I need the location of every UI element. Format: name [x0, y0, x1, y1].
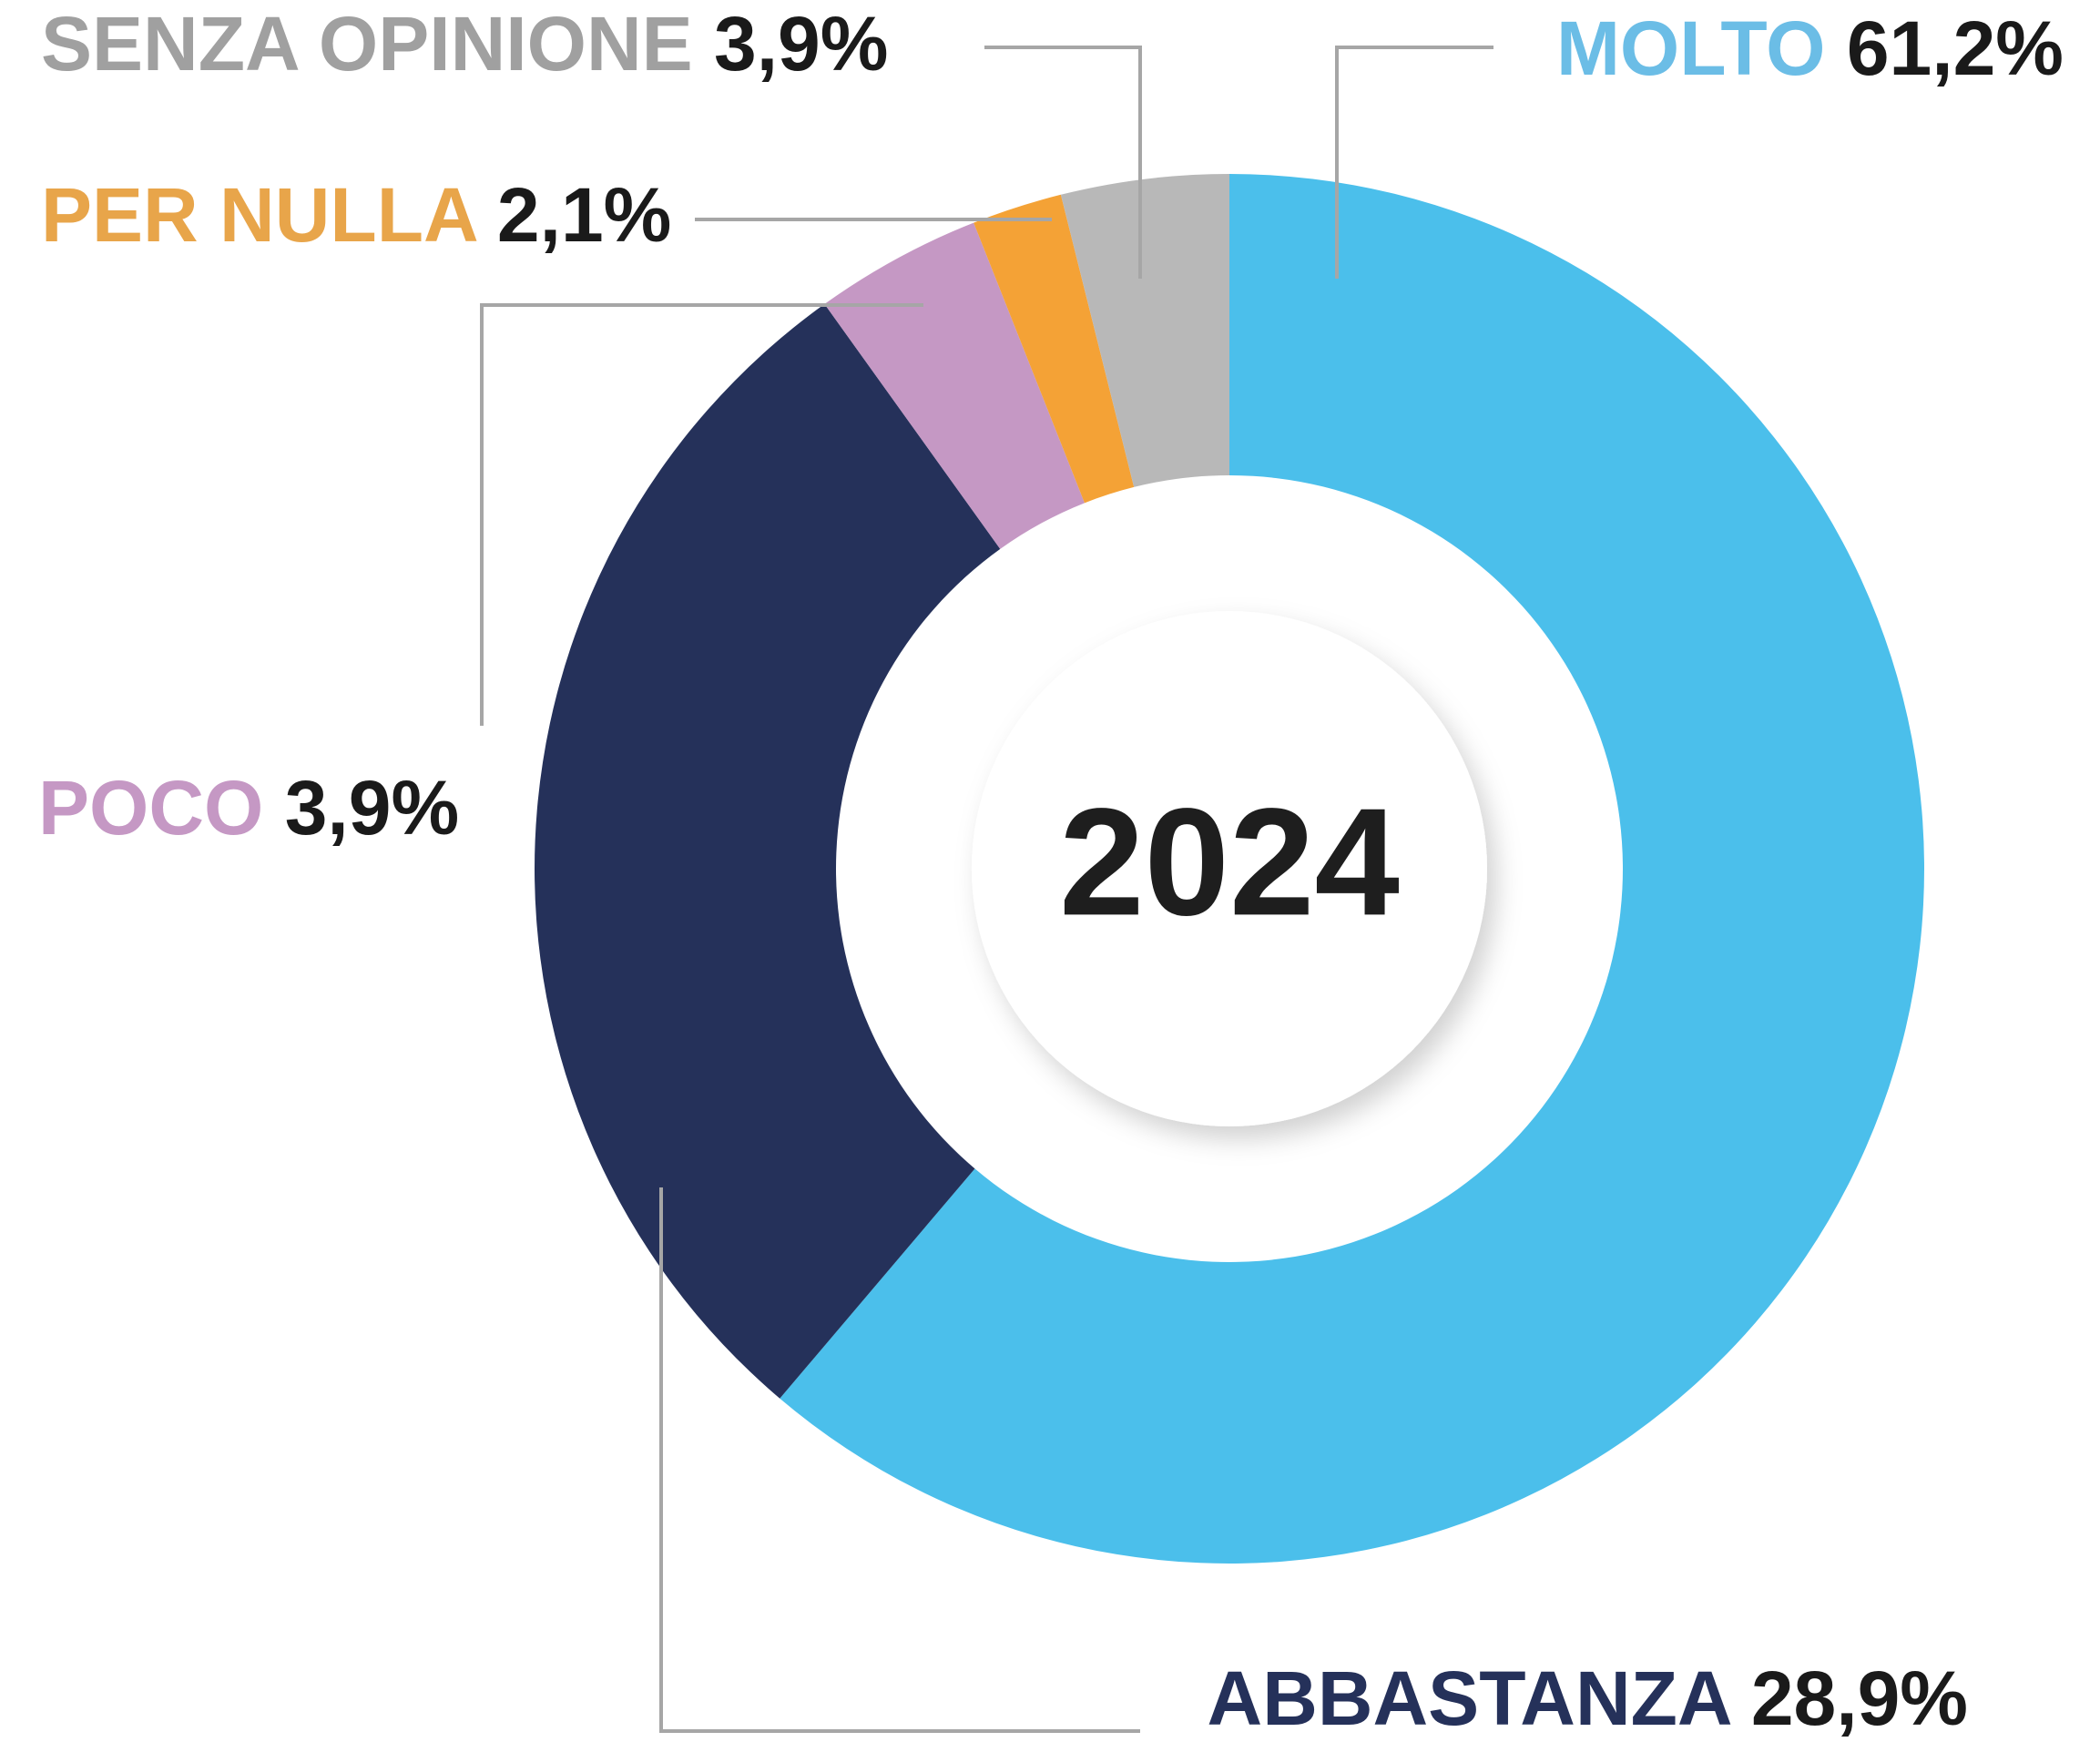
slice — [780, 174, 1924, 1564]
category-name: POCO — [38, 765, 263, 851]
category-name: PER NULLA — [41, 172, 477, 258]
value-label: 61,2% — [1847, 5, 2064, 91]
slices — [535, 174, 1924, 1564]
slice-label: ABBASTANZA 28,9% — [1208, 1655, 1968, 1741]
slice-label: MOLTO 61,2% — [1556, 5, 2064, 91]
slice — [974, 194, 1135, 504]
center-disc — [972, 611, 1487, 1126]
leader-line — [659, 1187, 1140, 1733]
value-label: 2,1% — [497, 172, 671, 258]
slice-label: SENZA OPINIONE 3,9% — [41, 1, 888, 87]
slice-label: POCO 3,9% — [38, 765, 459, 851]
slice-label: PER NULLA 2,1% — [41, 172, 671, 258]
value-label: 3,9% — [285, 765, 459, 851]
value-label: 3,9% — [714, 1, 888, 87]
category-name: ABBASTANZA — [1208, 1655, 1731, 1741]
category-name: SENZA OPINIONE — [41, 1, 693, 87]
slice — [535, 303, 1001, 1399]
category-name: MOLTO — [1556, 5, 1826, 91]
leader-line — [480, 303, 923, 726]
leader-lines — [480, 46, 1493, 1733]
value-label: 28,9% — [1751, 1655, 1968, 1741]
leader-line — [1335, 46, 1493, 279]
center-label: 2024 — [1059, 776, 1400, 947]
slice — [1060, 174, 1229, 487]
leader-line — [984, 46, 1142, 279]
